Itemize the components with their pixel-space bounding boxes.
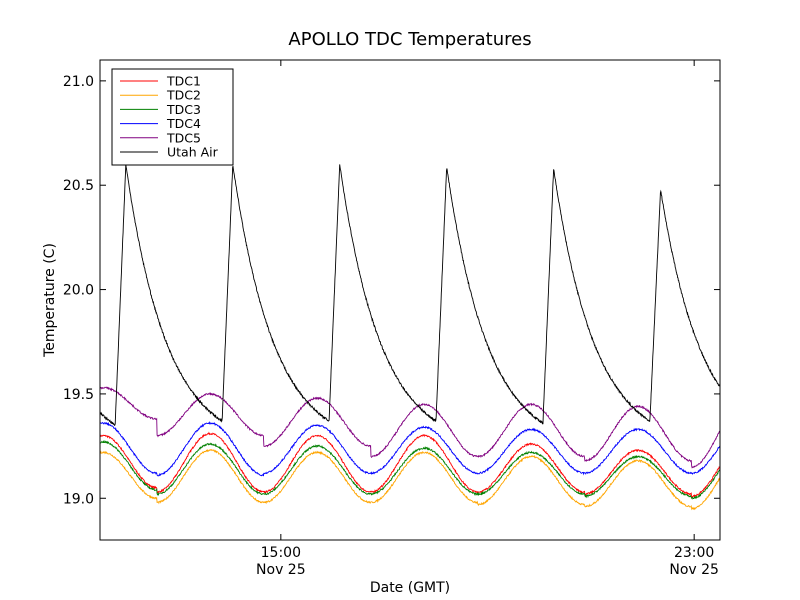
series-line-tdc4 bbox=[99, 421, 721, 477]
x-tick-label-date: Nov 25 bbox=[256, 562, 306, 578]
series-line-tdc5 bbox=[99, 386, 721, 469]
y-axis-label: Temperature (C) bbox=[42, 243, 58, 358]
legend-label: TDC2 bbox=[166, 88, 201, 103]
x-tick-label-time: 23:00 bbox=[674, 545, 714, 561]
y-tick-label: 19.0 bbox=[63, 491, 94, 507]
chart-plot-area bbox=[99, 163, 721, 511]
legend-label: Utah Air bbox=[167, 145, 219, 160]
series-line-tdc1 bbox=[99, 431, 721, 498]
legend-label: TDC4 bbox=[166, 116, 201, 131]
series-line-tdc2 bbox=[99, 448, 721, 511]
y-tick-label: 20.5 bbox=[63, 178, 94, 194]
plot-frame bbox=[99, 59, 721, 541]
y-tick-label: 19.5 bbox=[63, 387, 94, 403]
chart-title: APOLLO TDC Temperatures bbox=[288, 29, 531, 50]
x-tick-label-time: 15:00 bbox=[261, 545, 301, 561]
y-tick-label: 20.0 bbox=[63, 283, 94, 299]
legend-label: TDC1 bbox=[166, 74, 201, 89]
y-tick-label: 21.0 bbox=[63, 74, 94, 90]
legend-box bbox=[111, 68, 234, 166]
series-line-tdc3 bbox=[99, 439, 721, 500]
x-axis-label: Date (GMT) bbox=[370, 580, 450, 596]
legend-label: TDC5 bbox=[166, 130, 201, 145]
series-line-utah-air bbox=[99, 163, 721, 427]
legend-label: TDC3 bbox=[166, 102, 201, 117]
x-tick-label-date: Nov 25 bbox=[669, 562, 719, 578]
